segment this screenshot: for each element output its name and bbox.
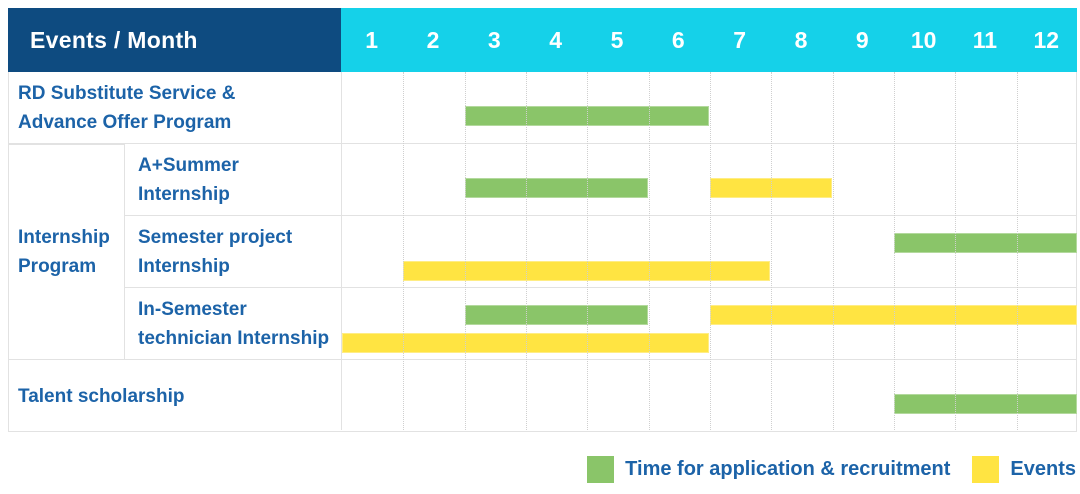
group-label-line: Program: [18, 256, 97, 277]
row-timeline: [341, 288, 1077, 360]
row-timeline: [341, 216, 1077, 288]
row-label-line: technician Internship: [138, 327, 330, 349]
row-label: RD Substitute Service & Advance Offer Pro…: [9, 72, 342, 143]
row-label-line: A+Summer: [138, 154, 239, 176]
month-header-cell-7: 7: [733, 26, 747, 53]
table-header-row: Events / Month 1 2 3 4 5 6 7 8 9 10 11 12: [8, 8, 1077, 72]
legend: Time for application & recruitment Events: [587, 452, 1076, 486]
recruitment-bar: [464, 106, 709, 126]
month-header-cell-2: 2: [426, 26, 440, 53]
row-label-line: Advance Offer Program: [18, 111, 232, 133]
row-timeline: [341, 72, 1077, 144]
row-label-line: Internship: [138, 255, 230, 277]
row-label-line: Semester project: [138, 226, 293, 248]
month-header-cell-3: 3: [487, 26, 501, 53]
events-table: Events / Month 1 2 3 4 5 6 7 8 9 10 11 12 RD Substi…: [8, 8, 1077, 432]
table-row: A+Summer Internship: [9, 144, 1076, 216]
row-label-line: Internship: [138, 183, 230, 205]
month-header-cell-12: 12: [1033, 26, 1060, 53]
recruitment-bar: [894, 233, 1077, 253]
recruitment-bar: [464, 305, 648, 325]
event-bar: [342, 333, 709, 353]
event-bar: [710, 178, 832, 198]
month-header-cell-1: 1: [365, 26, 379, 53]
table-row: In-Semester technician Internship: [9, 288, 1077, 360]
month-header-cell-8: 8: [794, 26, 808, 53]
table-row: RD Substitute Service & Advance Offer Pro…: [9, 72, 1076, 144]
row-label-line: RD Substitute Service &: [18, 82, 236, 104]
green-swatch-icon: [587, 455, 615, 483]
row-timeline: [341, 360, 1077, 432]
month-header-cell-10: 10: [910, 26, 937, 53]
group-label-line: Internship: [18, 227, 110, 248]
month-header-cell-11: 11: [972, 26, 998, 53]
legend-label: Time for application & recruitment: [625, 457, 951, 480]
recruitment-bar: [894, 394, 1077, 414]
legend-label: Events: [1010, 457, 1076, 480]
group-cell-internship-program: Internship Program: [9, 144, 125, 360]
row-label-line: Talent scholarship: [18, 385, 185, 407]
event-bar: [710, 305, 1077, 325]
table-body: RD Substitute Service & Advance Offer Pro…: [8, 72, 1077, 432]
row-timeline: [341, 144, 1077, 216]
legend-item-green: Time for application & recruitment: [587, 455, 951, 483]
header-corner-cell: Events / Month: [8, 8, 341, 72]
row-label: Semester project Internship: [125, 216, 342, 287]
month-header-cell-5: 5: [610, 26, 624, 53]
recruitment-bar: [464, 178, 648, 198]
table-row: Talent scholarship: [9, 360, 1077, 432]
row-label: A+Summer Internship: [125, 144, 342, 215]
yellow-swatch-icon: [972, 455, 1000, 483]
month-header-cell-9: 9: [855, 26, 869, 53]
legend-item-yellow: Events: [972, 455, 1076, 483]
month-header-cell-6: 6: [671, 26, 685, 53]
row-label: In-Semester technician Internship: [125, 288, 342, 359]
row-label-line: In-Semester: [138, 298, 247, 320]
month-header-cell-4: 4: [549, 26, 563, 53]
month-header: 1 2 3 4 5 6 7 8 9 10 11 12: [341, 8, 1077, 72]
event-bar: [403, 261, 771, 281]
table-row: Semester project Internship: [9, 216, 1077, 288]
row-label: Talent scholarship: [9, 360, 342, 432]
